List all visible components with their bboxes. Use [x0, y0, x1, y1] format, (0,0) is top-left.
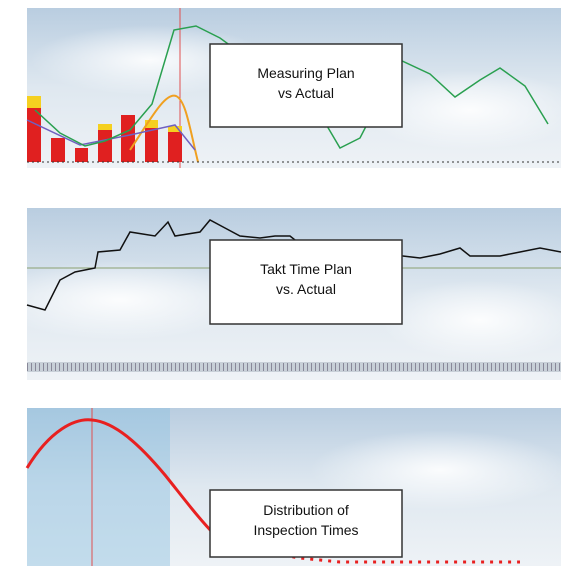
cloud: [380, 280, 561, 360]
distribution-curve: [25, 418, 217, 537]
label-box: [209, 239, 403, 325]
label-box: [209, 43, 403, 128]
cloud: [0, 260, 250, 340]
tick-strip: [27, 362, 561, 372]
label-text: vs Actual: [278, 85, 334, 101]
label-text: vs. Actual: [276, 281, 336, 297]
label-text: Takt Time Plan: [260, 261, 352, 277]
panel-distribution: Distribution of Inspection Times: [25, 408, 561, 566]
highlight-region: [27, 408, 170, 566]
panel-takt: Takt Time Plan vs. Actual: [0, 208, 561, 380]
label-text: Inspection Times: [253, 522, 358, 538]
orange-curve: [129, 94, 199, 163]
actual-line: [26, 219, 561, 311]
label-box: [209, 489, 403, 558]
label-text: Measuring Plan: [257, 65, 354, 81]
label-text: Distribution of: [263, 502, 349, 518]
cloud: [360, 70, 561, 150]
panel-measuring: Measuring Plan vs Actual: [26, 8, 561, 168]
distribution-tail: [214, 533, 520, 564]
bars: [27, 96, 182, 162]
purple-line: [26, 119, 196, 151]
